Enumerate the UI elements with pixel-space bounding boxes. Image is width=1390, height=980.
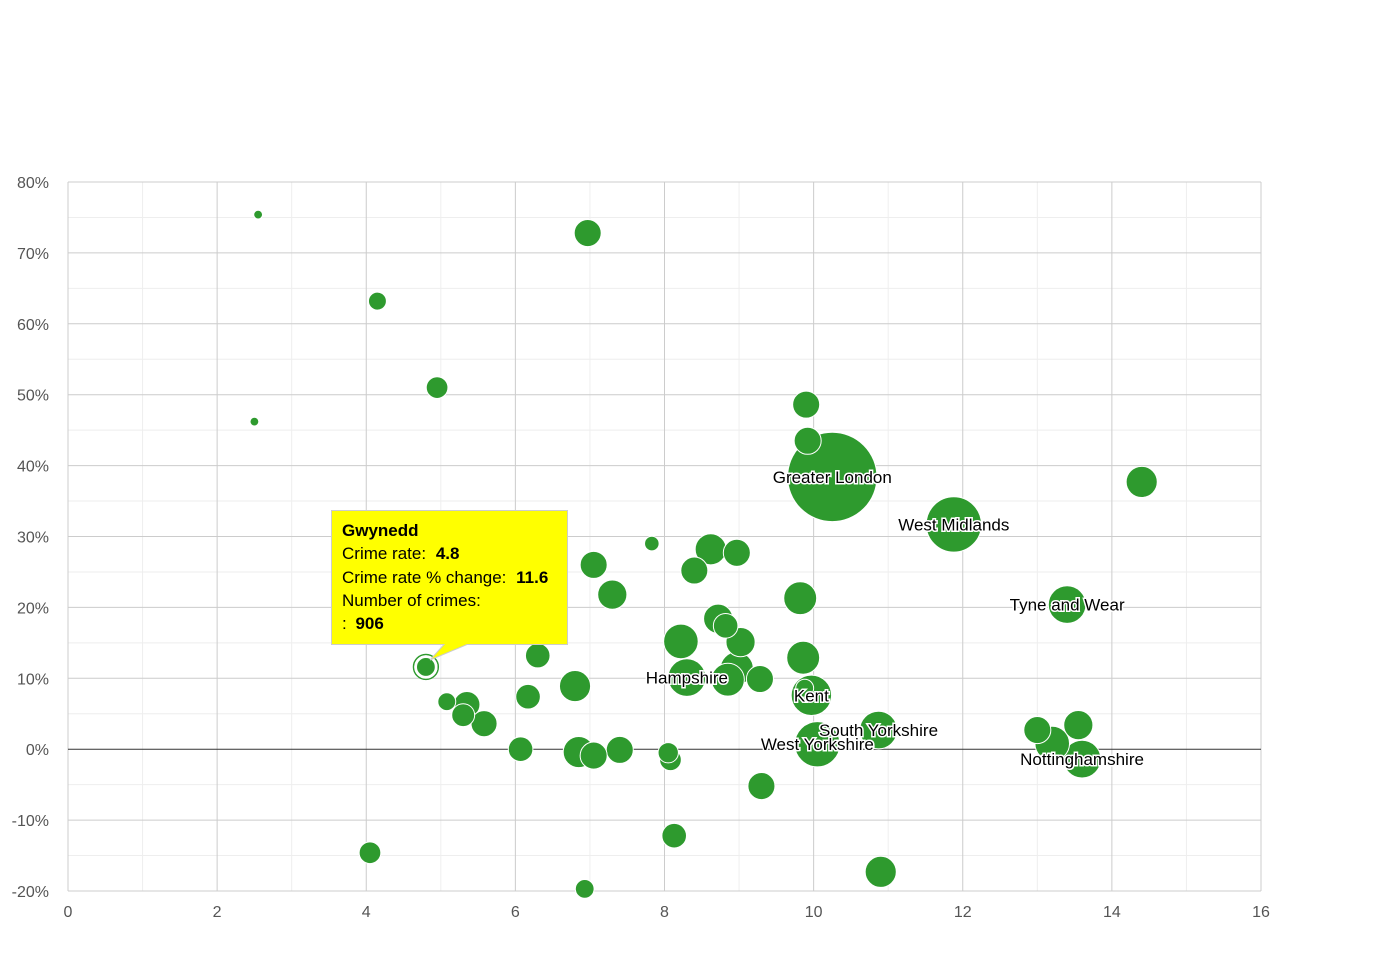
bubble-hampshire[interactable] [667,658,707,697]
x-tick-label: 6 [511,904,520,921]
bubble[interactable] [783,581,818,616]
bubble[interactable] [722,538,751,567]
tooltip-crimes-label: Number of crimes: [342,591,481,610]
bubble[interactable] [745,664,774,694]
grid [67,181,1262,892]
tooltip-crimes-prefix: : [342,614,347,633]
bubble[interactable] [644,535,660,552]
y-tick-label: 60% [17,317,49,334]
bubble-label: Greater London [773,468,892,487]
y-tick-label: 0% [26,742,49,759]
x-tick-label: 14 [1103,904,1121,921]
tooltip-box [331,510,568,661]
tooltip-crime-rate-value: 4.8 [436,544,460,563]
bubble[interactable] [425,376,449,399]
bubble[interactable] [507,736,534,762]
bubble-label: Nottinghamshire [1020,750,1144,769]
bubble[interactable] [793,426,822,455]
bubble[interactable] [579,741,608,770]
tooltip-crimes: : 906 [342,614,384,633]
bubble[interactable] [712,613,739,639]
bubble[interactable] [792,390,821,419]
tooltip-change-value: 11.6 [516,568,548,587]
bubble-label: Kent [794,686,829,705]
x-tick-label: 12 [954,904,972,921]
bubble[interactable] [1023,716,1052,745]
bubble[interactable] [657,742,679,764]
bubble-gwynedd[interactable] [416,657,436,677]
bubble[interactable] [597,579,628,610]
bubble[interactable] [358,841,382,865]
bubbles [249,209,1158,899]
x-tick-label: 2 [213,904,222,921]
bubble[interactable] [680,556,709,585]
bubble-label: South Yorkshire [819,721,938,740]
bubble[interactable] [573,219,602,248]
bubble[interactable] [1063,709,1094,741]
y-tick-label: 30% [17,530,49,547]
bubble[interactable] [253,209,264,220]
axes: 0 2 4 6 8 10 12 14 16 -20% -10% 0% 10% 20% 30% 40% 50% 60… [12,175,1270,921]
bubble-label: Tyne and Wear [1010,596,1125,615]
bubble[interactable] [515,683,541,710]
x-tick-label: 8 [660,904,669,921]
bubble[interactable] [558,670,592,703]
bubble[interactable] [524,642,551,669]
bubble[interactable] [747,772,776,801]
tooltip: Gwynedd Crime rate: 4.8 Crime rate % cha… [331,510,568,661]
x-tick-label: 10 [805,904,823,921]
tooltip-crimes-value: 906 [355,614,383,633]
bubble[interactable] [579,550,608,579]
bubble-south-yorkshire[interactable] [859,710,898,750]
bubble[interactable] [710,662,745,697]
y-tick-label: 50% [17,388,49,405]
bubble[interactable] [795,678,815,698]
bubble-label: Hampshire [646,669,728,688]
bubble[interactable] [249,416,260,427]
bubble-west-midlands[interactable] [925,496,982,553]
bubble[interactable] [574,878,595,899]
tooltip-crime-rate-label: Crime rate: [342,544,426,563]
bubble[interactable] [437,692,457,712]
bubble-label: West Yorkshire [761,735,874,754]
bubble[interactable] [663,623,699,660]
bubble[interactable] [661,822,687,849]
y-tick-label: 70% [17,246,49,263]
hovered-point-ring [414,655,438,679]
bubble[interactable] [1125,465,1158,498]
tooltip-change: Crime rate % change: 11.6 [342,568,548,587]
tooltip-crime-rate: Crime rate: 4.8 [342,544,459,563]
y-tick-label: -10% [12,813,49,830]
bubble[interactable] [864,855,897,888]
x-tick-label: 0 [64,904,73,921]
y-tick-label: 40% [17,459,49,476]
bubble[interactable] [605,735,634,764]
bubble-west-yorkshire[interactable] [794,721,841,768]
y-tick-label: 20% [17,600,49,617]
bubble[interactable] [451,703,476,728]
tooltip-change-label: Crime rate % change: [342,568,506,587]
y-tick-label: 10% [17,671,49,688]
bubble[interactable] [367,291,387,311]
y-tick-label: -20% [12,884,49,901]
bubble-tyne-and-wear[interactable] [1047,585,1087,624]
y-tick-label: 80% [17,175,49,192]
tooltip-title: Gwynedd [342,521,419,540]
bubble-nottinghamshire[interactable] [1062,739,1102,779]
x-tick-label: 4 [362,904,371,921]
bubble-labels: Greater London West Midlands Tyne and Wear… [644,466,1145,770]
bubble-label: West Midlands [898,515,1009,534]
hovered-point-halo [412,653,440,681]
bubble[interactable] [786,640,821,675]
x-tick-label: 16 [1252,904,1270,921]
